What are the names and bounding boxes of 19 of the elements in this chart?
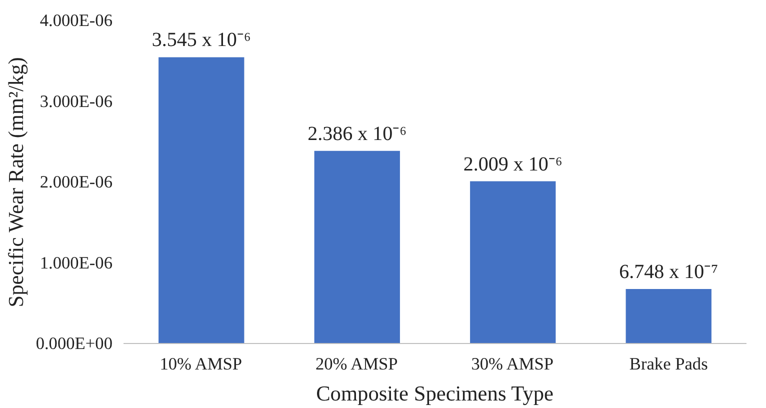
y-tick-label: 3.000E-06 [40, 92, 113, 111]
data-label: 2.009 x 10⁻⁶ [463, 153, 562, 176]
x-axis-title: Composite Specimens Type [316, 382, 554, 406]
bar [158, 57, 244, 344]
bar [626, 289, 712, 344]
y-tick-label: 4.000E-06 [40, 11, 113, 30]
x-tick-label: 20% AMSP [315, 354, 398, 374]
y-axis-title: Specific Wear Rate (mm²/kg) [4, 57, 28, 308]
y-tick-label: 1.000E-06 [40, 253, 113, 272]
data-label: 6.748 x 10⁻⁷ [619, 261, 718, 284]
x-tick-label: 30% AMSP [471, 354, 554, 374]
y-tick-label: 2.000E-06 [40, 172, 113, 192]
y-tick-label: 0.000E+00 [36, 334, 113, 353]
x-tick-label: Brake Pads [629, 354, 708, 374]
bar [470, 181, 556, 344]
data-label: 2.386 x 10⁻⁶ [308, 122, 407, 145]
data-label: 3.545 x 10⁻⁶ [152, 29, 251, 52]
bar [314, 150, 400, 344]
x-tick-label: 10% AMSP [160, 354, 242, 374]
